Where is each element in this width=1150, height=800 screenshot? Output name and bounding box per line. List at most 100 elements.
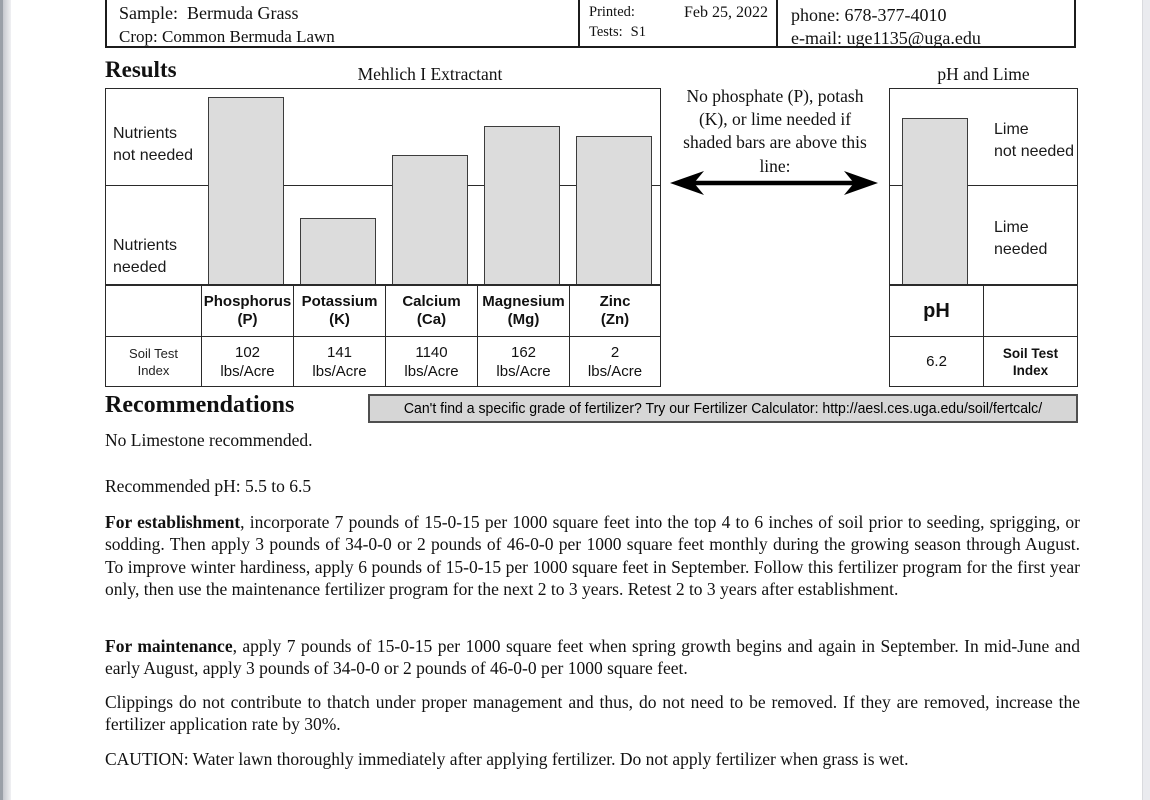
header-name: Calcium bbox=[402, 293, 461, 310]
nutrients-needed-label: Nutrients needed bbox=[113, 235, 177, 279]
fertilizer-calculator-note: Can't find a specific grade of fertilize… bbox=[368, 394, 1078, 423]
label-line: not needed bbox=[994, 143, 1075, 160]
value-number: 2 bbox=[610, 343, 620, 361]
printed-label: Printed: bbox=[589, 4, 635, 20]
threshold-annotation: No phosphate (P), potash (K), or lime ne… bbox=[661, 85, 889, 178]
header-symbol: (P) bbox=[237, 311, 258, 328]
nutrient-table: Phosphorus (P) Potassium (K) Calcium (Ca… bbox=[105, 285, 661, 387]
phone-line: phone: 678-377-4010 bbox=[791, 5, 947, 25]
recommendations-section-title: Recommendations bbox=[105, 392, 295, 418]
sample-line: Sample: Bermuda Grass bbox=[119, 2, 578, 25]
annotation-line: No phosphate (P), potash bbox=[686, 86, 864, 106]
tests-value: S1 bbox=[630, 24, 646, 40]
bar-potassium bbox=[300, 217, 376, 284]
value-unit: lbs/Acre bbox=[220, 362, 275, 380]
window-left-edge bbox=[0, 0, 3, 800]
value-calcium: 1140 lbs/Acre bbox=[385, 336, 477, 386]
annotation-line: shaded bars are above this bbox=[683, 132, 867, 153]
fertilizer-calculator-text: Can't find a specific grade of fertilize… bbox=[403, 400, 1043, 417]
ph-header-cell: pH bbox=[923, 299, 950, 322]
ph-table: pH 6.2 Soil Test Index bbox=[889, 285, 1078, 387]
nutrients-not-needed-label: Nutrients not needed bbox=[113, 123, 193, 167]
label-line: not needed bbox=[113, 147, 194, 164]
header-magnesium: Magnesium (Mg) bbox=[477, 286, 569, 336]
tests-label: Tests: bbox=[589, 24, 623, 40]
paragraph-text: , apply 7 pounds of 15-0-15 per 1000 squ… bbox=[105, 636, 1080, 679]
vertical-scrollbar[interactable] bbox=[1142, 0, 1150, 800]
sample-value: Bermuda Grass bbox=[187, 3, 299, 23]
annotation-line: (K), or lime needed if bbox=[698, 109, 852, 130]
contact-info-cell: phone: 678-377-4010 e-mail: uge1135@uga.… bbox=[776, 0, 1074, 48]
label-line: needed bbox=[994, 241, 1048, 258]
report-header-box: Sample: Bermuda Grass Crop: Common Bermu… bbox=[105, 0, 1076, 48]
label-line: Lime bbox=[994, 219, 1029, 236]
header-calcium: Calcium (Ca) bbox=[385, 286, 477, 336]
value-unit: lbs/Acre bbox=[312, 362, 367, 380]
no-limestone-line: No Limestone recommended. bbox=[105, 430, 313, 450]
header-symbol: (K) bbox=[329, 311, 350, 328]
results-section-title: Results bbox=[105, 57, 177, 82]
label-line: Lime bbox=[994, 121, 1029, 138]
row-label-line: Soil Test bbox=[1002, 345, 1059, 361]
lime-not-needed-label: Lime not needed bbox=[994, 119, 1074, 163]
header-phosphorus: Phosphorus (P) bbox=[201, 286, 293, 336]
value-unit: lbs/Acre bbox=[587, 362, 643, 380]
header-potassium: Potassium (K) bbox=[293, 286, 385, 336]
ph-chart: Lime not needed Lime needed bbox=[889, 88, 1078, 285]
header-zinc: Zinc (Zn) bbox=[569, 286, 660, 336]
row-label-line: Index bbox=[137, 362, 170, 378]
value-number: 162 bbox=[510, 343, 537, 361]
header-symbol: (Mg) bbox=[507, 311, 540, 328]
row-label-soil-test-index: Soil Test Index bbox=[106, 336, 201, 386]
nutrient-chart-title: Mehlich I Extractant bbox=[357, 64, 503, 84]
printed-line: Printed: Feb 25, 2022 bbox=[589, 3, 776, 22]
value-unit: lbs/Acre bbox=[404, 362, 459, 380]
row-label-line: Soil Test bbox=[129, 345, 178, 361]
crop-line: Crop: Common Bermuda Lawn bbox=[119, 25, 578, 48]
recommended-ph-line: Recommended pH: 5.5 to 6.5 bbox=[105, 476, 312, 496]
paragraph-bold-lead: For maintenance bbox=[105, 636, 233, 656]
ph-value-cell: 6.2 bbox=[890, 336, 983, 386]
value-number: 141 bbox=[326, 343, 353, 361]
bar-phosphorus bbox=[208, 96, 284, 284]
header-name: Potassium bbox=[301, 293, 378, 310]
label-line: needed bbox=[113, 259, 167, 276]
value-potassium: 141 lbs/Acre bbox=[293, 336, 385, 386]
header-name: Zinc bbox=[599, 293, 631, 310]
ph-row-label-soil-test-index: Soil Test Index bbox=[983, 336, 1077, 386]
tests-line: Tests: S1 bbox=[589, 23, 776, 42]
label-line: Nutrients bbox=[113, 125, 178, 142]
header-name: Phosphorus bbox=[203, 293, 292, 310]
table-corner-cell bbox=[106, 286, 201, 336]
row-label-line: Index bbox=[1012, 362, 1049, 378]
header-name: Magnesium bbox=[482, 293, 565, 310]
lime-needed-label: Lime needed bbox=[994, 217, 1047, 261]
paragraph-clippings: Clippings do not contribute to thatch un… bbox=[105, 691, 1080, 736]
value-unit: lbs/Acre bbox=[496, 362, 551, 380]
sample-label: Sample: bbox=[119, 3, 178, 23]
value-number: 1140 bbox=[415, 343, 448, 361]
header-symbol: (Zn) bbox=[600, 311, 630, 328]
paragraph-establishment: For establishment, incorporate 7 pounds … bbox=[105, 511, 1080, 601]
email-line: e-mail: uge1135@uga.edu bbox=[791, 28, 981, 48]
bar-zinc bbox=[576, 135, 652, 284]
ph-header-empty-cell bbox=[983, 286, 1077, 336]
paragraph-text: , incorporate 7 pounds of 15-0-15 per 10… bbox=[105, 512, 1080, 600]
value-number: 102 bbox=[234, 343, 261, 361]
paragraph-maintenance: For maintenance, apply 7 pounds of 15-0-… bbox=[105, 635, 1080, 680]
crop-label: Crop: bbox=[119, 27, 158, 46]
value-zinc: 2 lbs/Acre bbox=[569, 336, 660, 386]
paragraph-text: CAUTION: Water lawn thoroughly immediate… bbox=[105, 749, 909, 769]
label-line: Nutrients bbox=[113, 237, 178, 254]
bar-calcium bbox=[392, 155, 468, 284]
sample-info-cell: Sample: Bermuda Grass Crop: Common Bermu… bbox=[107, 0, 578, 46]
paragraph-caution: CAUTION: Water lawn thoroughly immediate… bbox=[105, 748, 1080, 770]
nutrient-chart: Nutrients not needed Nutrients needed bbox=[105, 88, 661, 285]
paragraph-text: Clippings do not contribute to thatch un… bbox=[105, 692, 1080, 735]
double-arrow-icon bbox=[668, 170, 880, 196]
header-symbol: (Ca) bbox=[416, 311, 447, 328]
sufficiency-threshold-line bbox=[106, 185, 660, 186]
printed-date: Feb 25, 2022 bbox=[684, 4, 768, 21]
annotation-line: line: bbox=[759, 155, 791, 176]
bar-magnesium bbox=[484, 126, 560, 284]
